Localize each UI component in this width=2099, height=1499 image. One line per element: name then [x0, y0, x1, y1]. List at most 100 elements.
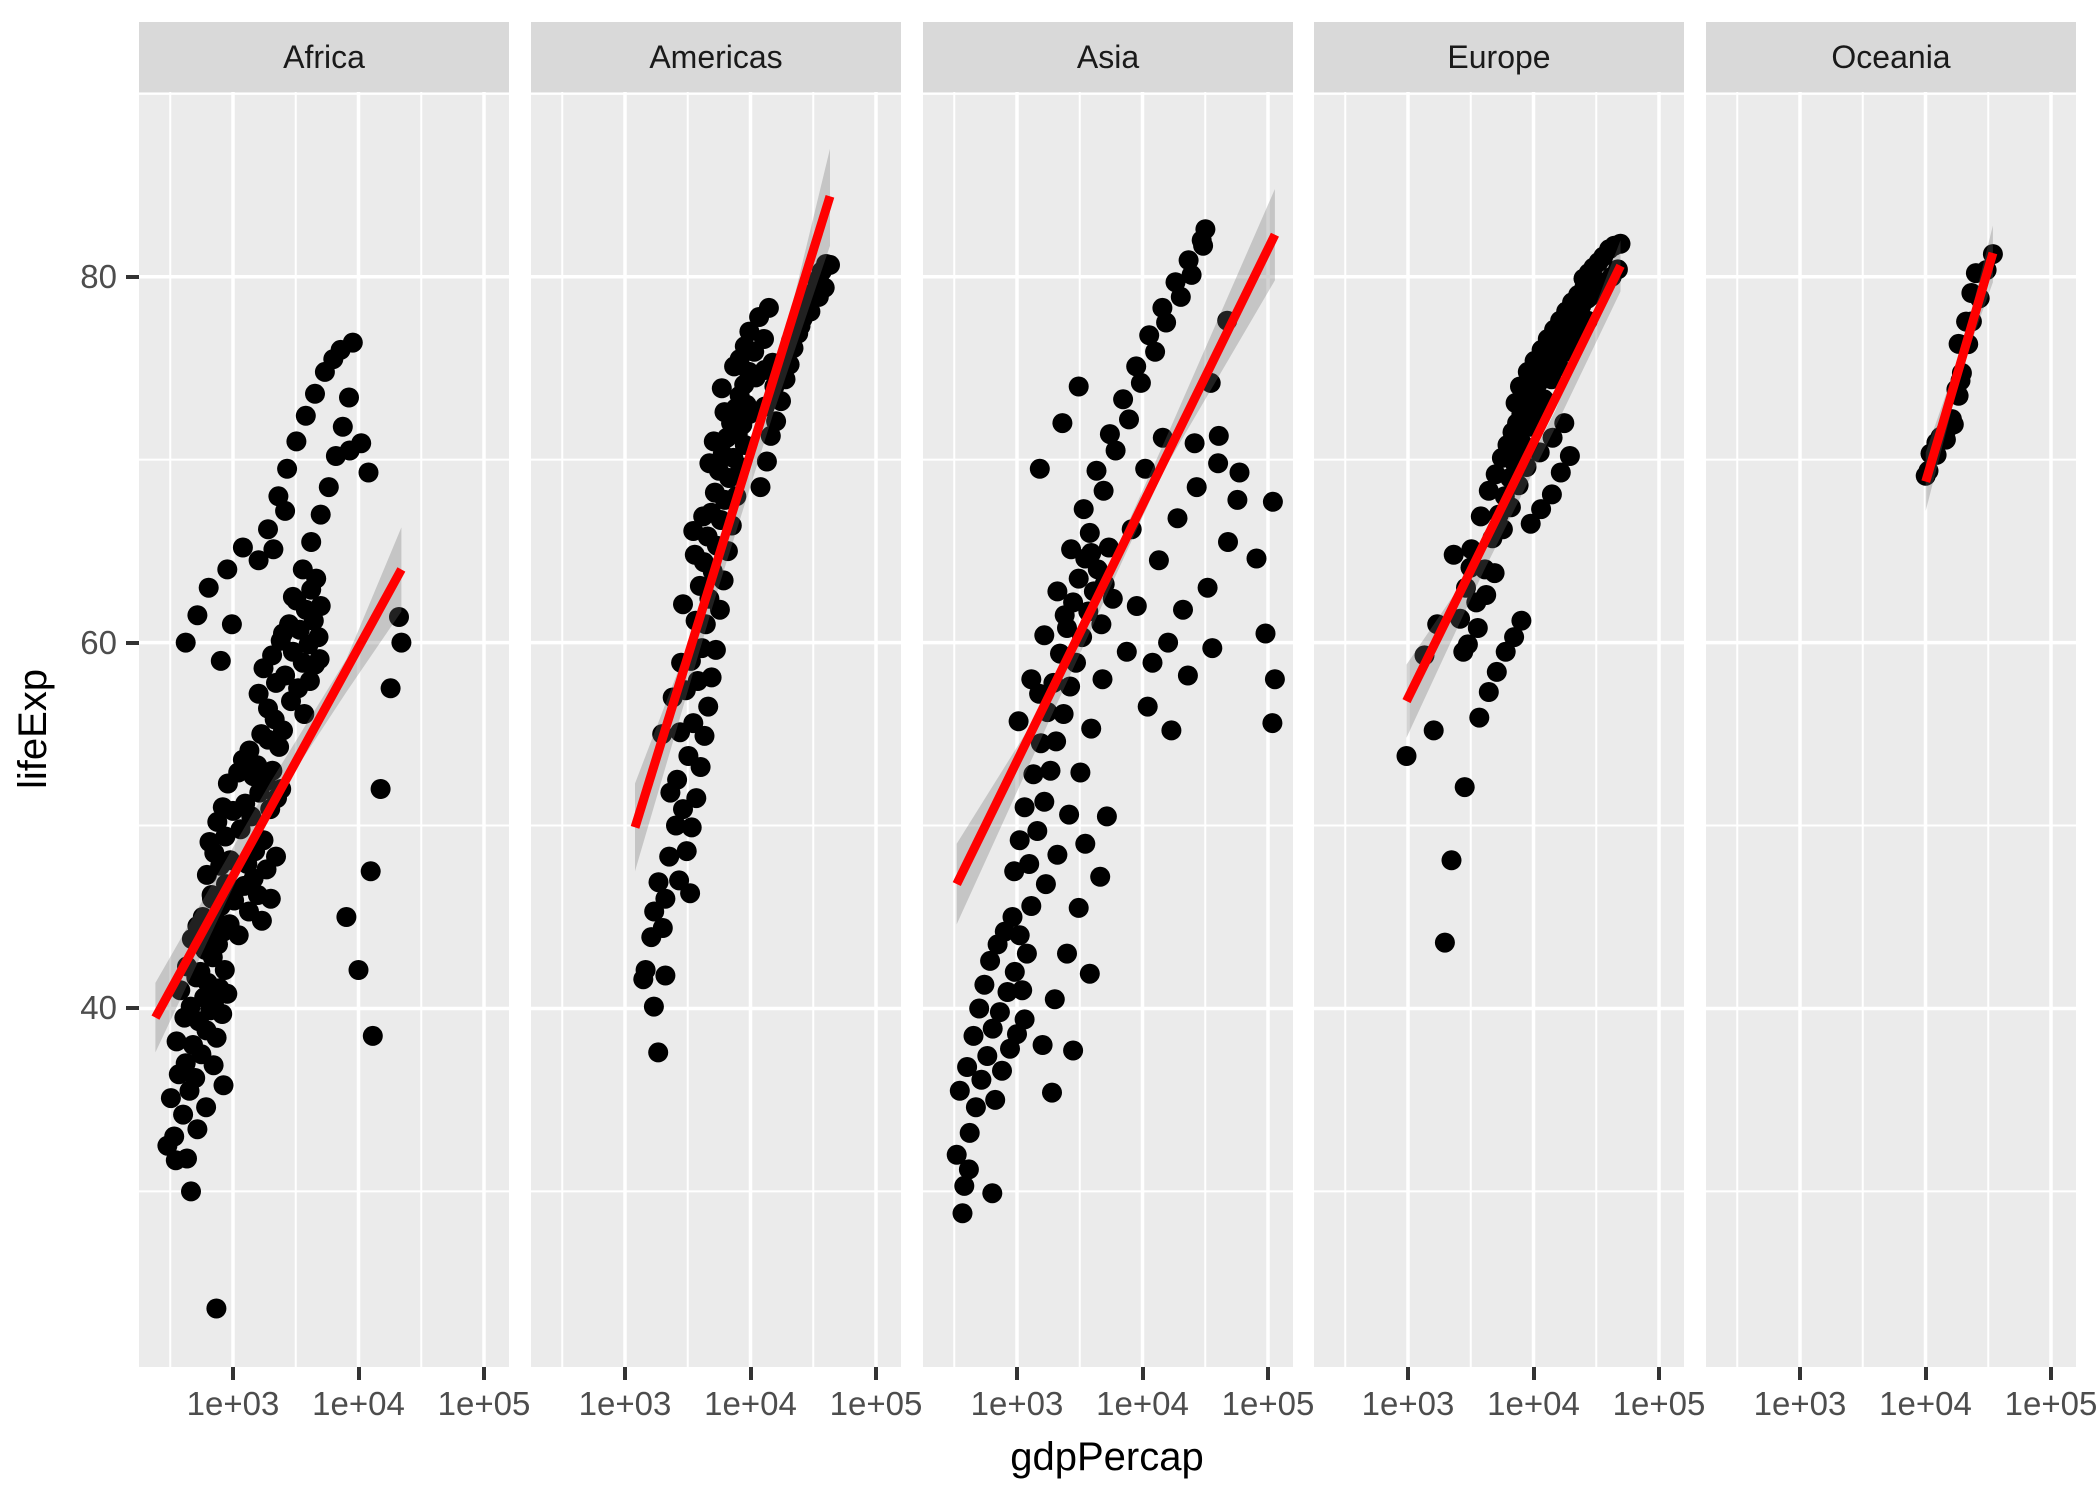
data-point [1057, 943, 1077, 964]
data-point [1061, 539, 1082, 560]
data-point [980, 950, 1001, 971]
data-point [985, 1089, 1006, 1110]
data-point [214, 960, 235, 980]
data-point [1030, 733, 1051, 754]
data-point [266, 846, 286, 867]
data-point [391, 632, 412, 653]
data-point [1008, 711, 1029, 732]
data-point [1610, 233, 1631, 254]
data-point [273, 720, 293, 741]
data-point [1264, 669, 1285, 690]
x-tick-mark [1015, 1367, 1019, 1380]
y-tick-label: 40 [80, 989, 117, 1027]
x-tick-mark [1657, 1367, 1662, 1380]
facet-strip: Asia [923, 22, 1293, 92]
data-point [1158, 632, 1179, 653]
data-point [754, 329, 774, 349]
data-point [1229, 462, 1250, 483]
data-point [187, 1119, 208, 1140]
data-point [362, 1025, 383, 1046]
data-point [655, 888, 676, 909]
regression-line [630, 194, 835, 829]
data-point [690, 757, 711, 777]
data-point [336, 907, 357, 927]
data-point [1396, 746, 1417, 766]
data-point [239, 740, 260, 761]
data-point [1090, 866, 1111, 887]
data-point [213, 1075, 234, 1096]
data-point [648, 1042, 669, 1063]
data-point [1208, 425, 1229, 446]
data-point [666, 815, 686, 836]
data-point [217, 559, 238, 580]
data-point [348, 960, 369, 980]
data-point [713, 570, 734, 591]
data-point [643, 996, 664, 1017]
data-point [282, 586, 303, 607]
data-point [1476, 585, 1497, 605]
data-point [992, 1060, 1012, 1081]
data-point [1152, 427, 1173, 448]
x-tick-mark [482, 1367, 487, 1380]
data-point [1130, 372, 1151, 393]
data-point [1014, 797, 1035, 818]
x-tick-label: 1e+03 [1753, 1385, 1847, 1422]
data-point [292, 559, 313, 580]
data-point [1202, 638, 1223, 659]
data-point [957, 1057, 978, 1077]
data-point [714, 402, 735, 423]
data-point [982, 1018, 1003, 1039]
data-point [694, 725, 715, 746]
facet-panel [1706, 92, 2076, 1367]
data-point [1016, 943, 1037, 964]
data-point [1035, 874, 1056, 895]
data-point [221, 614, 242, 635]
data-point [295, 405, 316, 426]
x-tick-mark [231, 1367, 235, 1380]
data-point [1148, 550, 1169, 571]
data-point [263, 539, 284, 560]
data-point [1004, 861, 1025, 882]
data-point [1044, 989, 1065, 1010]
data-point [686, 788, 707, 809]
data-point [286, 431, 307, 452]
data-point [360, 861, 381, 882]
data-point [206, 1027, 227, 1048]
data-point [1079, 522, 1100, 543]
facet-americas: Americas [531, 22, 901, 1367]
data-point [175, 632, 196, 653]
y-tick-mark [126, 1006, 139, 1011]
data-point [1504, 627, 1525, 648]
x-tick-label: 1e+03 [1361, 1385, 1455, 1422]
data-point [206, 1298, 227, 1319]
data-point [1255, 623, 1276, 644]
data-point [1073, 499, 1094, 520]
facet-strip-label: Asia [1076, 38, 1140, 75]
panel-background [531, 92, 901, 1367]
data-point [1167, 508, 1188, 529]
y-axis-title: lifeExp [11, 668, 55, 790]
data-point [1086, 460, 1107, 481]
data-point [262, 760, 283, 781]
x-tick-mark [1266, 1367, 1271, 1380]
data-point [977, 1046, 998, 1066]
x-tick-mark [1140, 1367, 1145, 1380]
data-point [652, 918, 673, 938]
x-tick-label: 1e+05 [1221, 1385, 1315, 1422]
data-point [1047, 581, 1068, 602]
data-point [1052, 413, 1073, 434]
data-point [273, 623, 293, 644]
data-point [215, 826, 236, 847]
data-point [332, 416, 353, 437]
data-point [958, 1159, 979, 1180]
data-point [1027, 821, 1048, 841]
x-tick-label: 1e+05 [1612, 1385, 1706, 1422]
data-point [1081, 718, 1102, 739]
facet-strip: Africa [139, 22, 509, 92]
data-point [175, 1053, 196, 1074]
y-tick-label: 80 [80, 257, 117, 295]
x-tick-mark [1406, 1367, 1410, 1380]
data-point [1531, 499, 1552, 520]
data-point [299, 671, 320, 691]
